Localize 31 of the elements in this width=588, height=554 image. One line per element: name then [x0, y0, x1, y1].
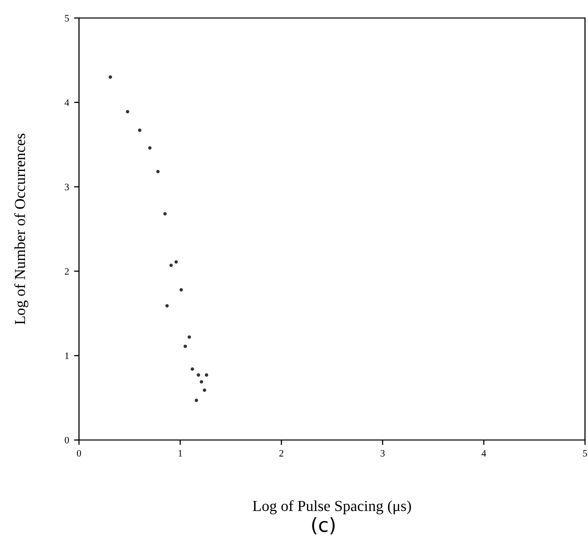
point [190, 367, 194, 371]
x-axis-title: Log of Pulse Spacing (μs) [252, 500, 411, 514]
x-tick-label: 2 [279, 450, 284, 456]
point [148, 146, 152, 150]
point [108, 75, 112, 79]
point [156, 170, 160, 174]
point [138, 128, 142, 132]
point [180, 288, 183, 292]
y-axis-title: Log of Number of Occurrences [14, 134, 28, 324]
point [169, 264, 173, 267]
point [165, 304, 169, 308]
y-tick-label: 4 [64, 99, 70, 106]
point [188, 335, 192, 339]
x-tick-label: 1 [178, 450, 182, 456]
point [163, 212, 167, 216]
y-tick-label: 5 [64, 15, 69, 22]
x-tick-label: 4 [482, 450, 486, 456]
y-tick-label: 1 [65, 352, 69, 359]
point [200, 380, 204, 384]
x-tick-label: 0 [76, 450, 82, 457]
point [202, 388, 206, 392]
text: (c) [312, 517, 335, 534]
point [184, 344, 187, 348]
point [126, 110, 130, 114]
point [174, 260, 178, 264]
y-tick-label: 2 [64, 268, 69, 275]
x-tick-label: 5 [583, 450, 588, 457]
x-tick-label: 3 [380, 450, 385, 457]
point [194, 398, 198, 402]
y-tick-label: 3 [64, 184, 69, 190]
y-tick-label: 0 [64, 436, 69, 444]
